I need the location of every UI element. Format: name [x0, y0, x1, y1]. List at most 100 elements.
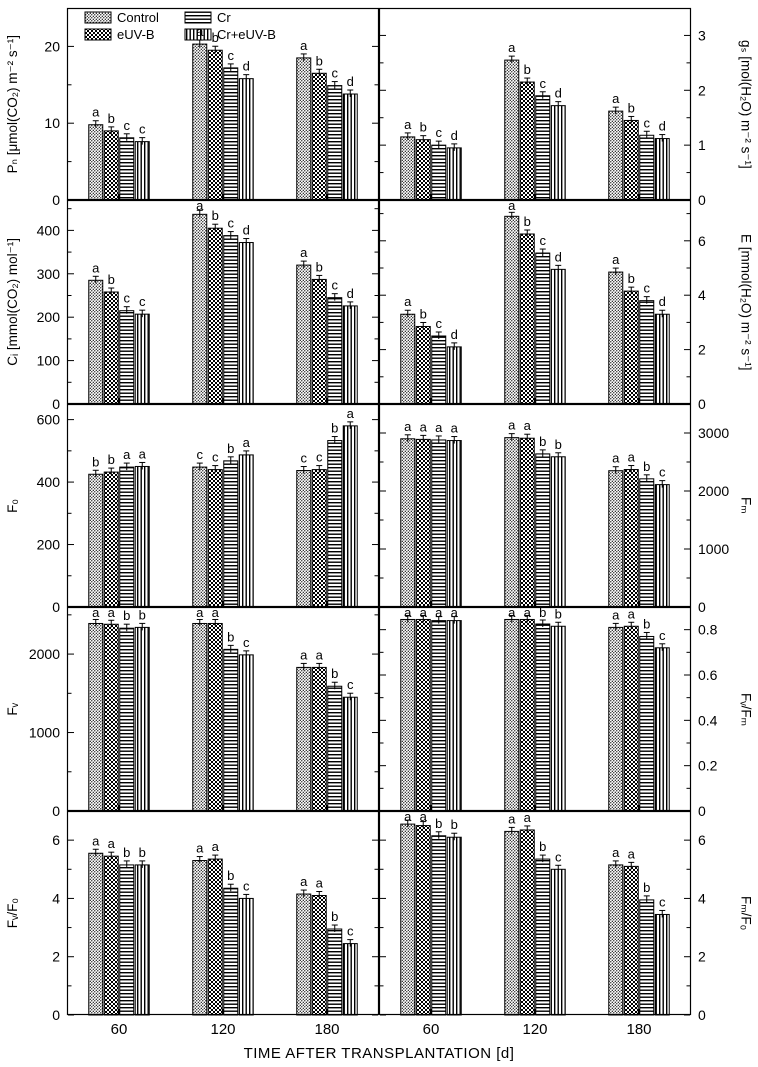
svg-text:a: a [420, 605, 428, 620]
svg-text:Control: Control [117, 10, 159, 25]
svg-text:c: c [228, 48, 235, 63]
svg-text:b: b [212, 30, 219, 45]
svg-text:180: 180 [314, 1021, 339, 1038]
panel-fvfm: 00.20.40.60.8a a a a a a b b a abc [378, 605, 718, 819]
svg-text:a: a [508, 40, 516, 55]
svg-text:0: 0 [698, 1007, 706, 1023]
svg-text:0: 0 [52, 803, 60, 819]
svg-text:b: b [435, 816, 442, 831]
svg-text:0: 0 [698, 192, 706, 208]
svg-text:4: 4 [698, 890, 706, 906]
svg-text:b: b [316, 53, 323, 68]
svg-text:a: a [451, 421, 459, 436]
svg-text:b: b [227, 441, 234, 456]
svg-text:c: c [659, 628, 666, 643]
svg-text:c: c [212, 450, 219, 465]
svg-text:0.8: 0.8 [698, 622, 718, 638]
panel-row-3: F₀ 0 200 400 600 b b a a c c b a c c b a 0 1000 2000 3000 a… [0, 403, 758, 615]
svg-text:b: b [643, 880, 650, 895]
svg-text:a: a [196, 198, 204, 213]
svg-text:0: 0 [52, 192, 60, 208]
svg-text:0.6: 0.6 [698, 667, 718, 683]
svg-text:180: 180 [626, 1021, 651, 1038]
svg-text:b: b [316, 259, 323, 274]
svg-text:2000: 2000 [698, 483, 729, 499]
svg-text:200: 200 [37, 309, 61, 325]
svg-text:4: 4 [698, 287, 706, 303]
svg-text:0: 0 [698, 599, 706, 615]
svg-text:a: a [196, 605, 204, 620]
svg-text:a: a [139, 446, 147, 461]
svg-text:Cr+eUV-B: Cr+eUV-B [217, 27, 276, 42]
svg-text:b: b [331, 909, 338, 924]
panel-row-4: Fᵥ 0 1000 2000 a a b b a a b c a a b c 0 0.2 0.4 0.6 0.8 a a… [0, 605, 758, 819]
svg-text:0.2: 0.2 [698, 758, 718, 774]
y-axis-label-right-5: Fₘ/F₀ [733, 811, 758, 1015]
svg-text:6: 6 [52, 832, 60, 848]
svg-text:120: 120 [522, 1021, 547, 1038]
fvf0-axis-label: Fᵥ/F₀ [5, 897, 20, 929]
svg-text:a: a [347, 406, 355, 421]
svg-text:b: b [227, 629, 234, 644]
svg-text:a: a [524, 605, 532, 620]
svg-text:d: d [451, 128, 458, 143]
svg-text:b: b [420, 306, 427, 321]
svg-text:b: b [524, 62, 531, 77]
svg-text:1: 1 [698, 137, 706, 153]
gs-axis-label: gₛ [mol(H₂O) m⁻² s⁻¹] [738, 39, 754, 169]
svg-text:b: b [139, 845, 146, 860]
svg-text:c: c [197, 447, 204, 462]
svg-text:a: a [404, 117, 412, 132]
svg-text:eUV-B: eUV-B [117, 27, 155, 42]
y-axis-label-right-2: E [mmol(H₂O) m⁻² s⁻¹] [733, 200, 758, 404]
svg-text:a: a [612, 845, 620, 860]
svg-text:c: c [332, 278, 339, 293]
svg-text:a: a [508, 418, 516, 433]
svg-text:b: b [643, 616, 650, 631]
svg-text:1000: 1000 [29, 725, 60, 741]
svg-text:a: a [108, 836, 116, 851]
svg-text:b: b [331, 421, 338, 436]
svg-text:b: b [555, 437, 562, 452]
svg-text:0: 0 [52, 599, 60, 615]
svg-text:a: a [508, 198, 516, 213]
svg-text:c: c [540, 233, 547, 248]
svg-text:b: b [451, 817, 458, 832]
svg-text:a: a [243, 435, 251, 450]
svg-text:b: b [92, 454, 99, 469]
svg-text:a: a [316, 647, 324, 662]
svg-text:b: b [139, 607, 146, 622]
svg-text:b: b [420, 120, 427, 135]
svg-text:3: 3 [698, 27, 706, 43]
svg-text:d: d [555, 86, 562, 101]
svg-text:b: b [628, 271, 635, 286]
svg-text:0: 0 [698, 396, 706, 412]
svg-text:a: a [300, 245, 308, 260]
svg-text:a: a [108, 605, 116, 620]
ci-axis-label: Cᵢ [mmol(CO₂) mol⁻¹] [4, 238, 20, 366]
svg-text:b: b [123, 608, 130, 623]
svg-text:a: a [628, 846, 636, 861]
fm-axis-label: Fₘ [738, 497, 754, 514]
svg-text:c: c [139, 122, 146, 137]
svg-text:a: a [404, 809, 412, 824]
svg-text:b: b [212, 208, 219, 223]
svg-text:a: a [420, 419, 428, 434]
svg-text:b: b [555, 606, 562, 621]
svg-text:2: 2 [698, 342, 706, 358]
svg-text:b: b [331, 666, 338, 681]
svg-text:a: a [628, 450, 636, 465]
svg-text:a: a [92, 605, 100, 620]
svg-text:a: a [435, 420, 443, 435]
svg-text:b: b [227, 868, 234, 883]
e-axis-label: E [mmol(H₂O) m⁻² s⁻¹] [738, 233, 754, 371]
svg-text:a: a [300, 874, 308, 889]
svg-text:3000: 3000 [698, 425, 729, 441]
svg-text:a: a [420, 809, 428, 824]
